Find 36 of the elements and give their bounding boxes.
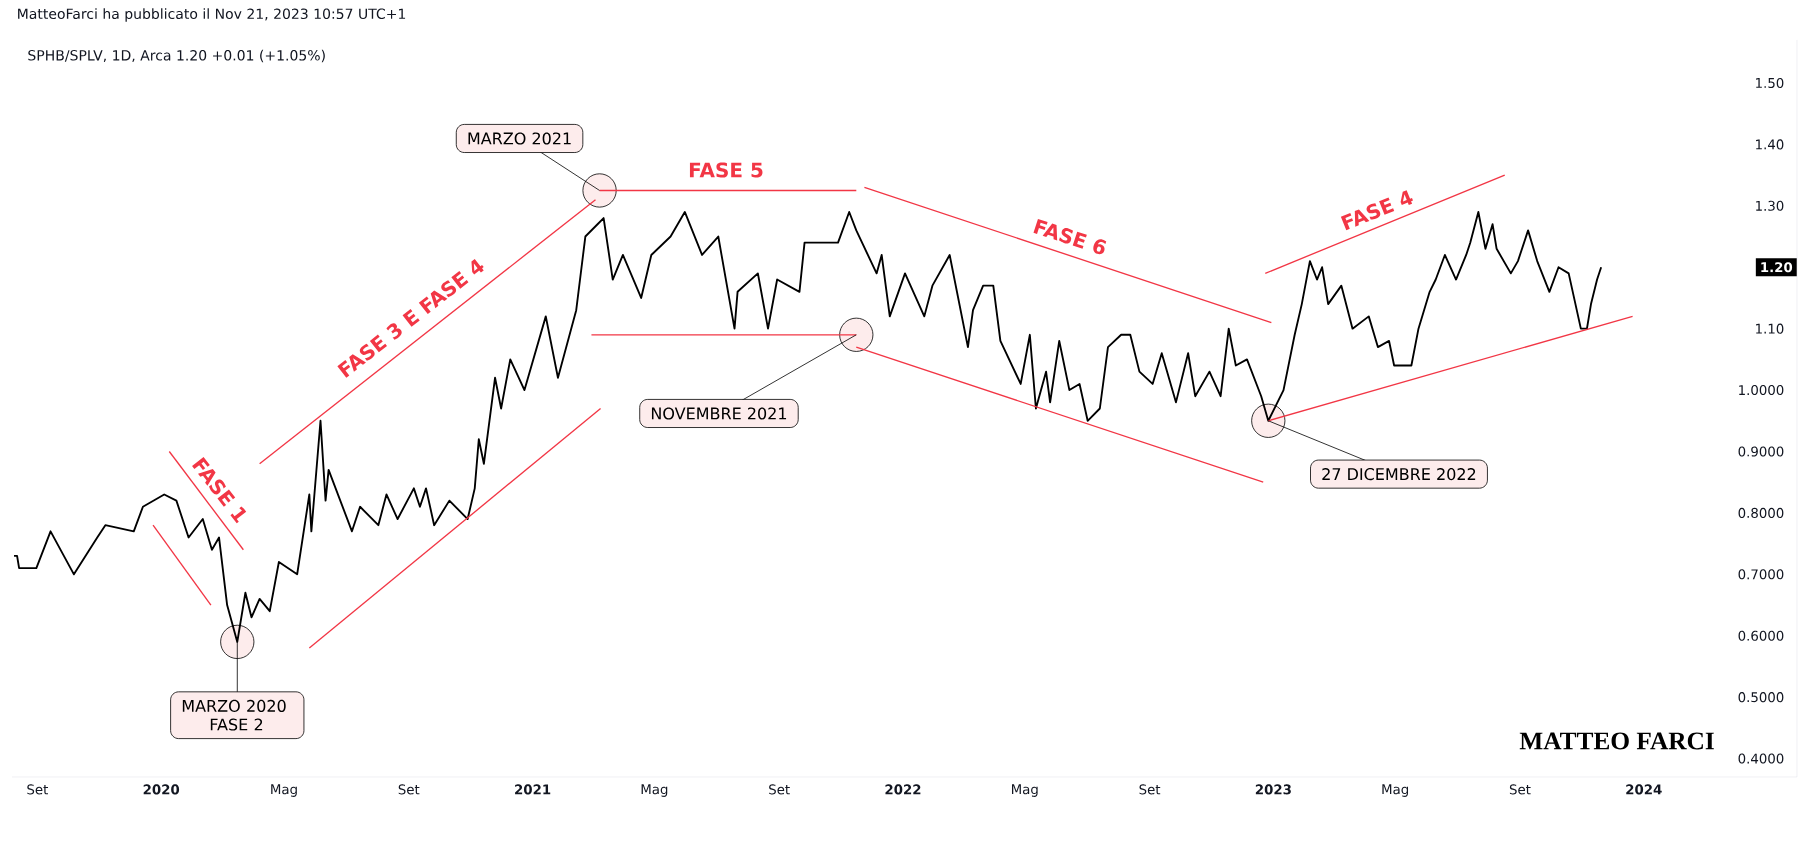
y-tick-label: 1.10 [1756, 323, 1784, 334]
x-tick-label: Set [27, 784, 48, 795]
y-tick-label: 1.30 [1756, 200, 1784, 211]
x-tick-label: Mag [1012, 784, 1038, 797]
x-tick-label: 2020 [143, 784, 180, 795]
y-tick-label: 0.4000 [1738, 753, 1784, 764]
y-tick-label: 1.40 [1756, 139, 1784, 150]
annotation: MATTEO FARCI [1519, 732, 1714, 750]
x-tick-label: Mag [641, 784, 668, 797]
x-tick-label: Mag [1382, 784, 1409, 797]
annotation: 1.20 [1761, 262, 1793, 273]
annotation: FASE 4 [1340, 190, 1413, 231]
x-tick-label: 2024 [1626, 784, 1662, 795]
x-tick-label: Set [398, 784, 420, 795]
annotation: FASE 5 [689, 162, 763, 178]
chart-title: MatteoFarci ha pubblicato il Nov 21, 2023 10:57 UTC+1 [18, 8, 406, 22]
y-tick-label: 0.5000 [1738, 692, 1784, 703]
x-tick-label: 2021 [515, 784, 551, 795]
y-tick-label: 1.0000 [1739, 385, 1784, 396]
annotation: MARZO 2020 FASE 2 [182, 699, 286, 731]
annotation: MARZO 2021 [468, 132, 571, 145]
y-tick-label: 1.50 [1756, 77, 1784, 89]
annotation: NOVEMBRE 2021 [651, 407, 787, 420]
x-tick-label: Set [769, 784, 790, 795]
y-tick-label: 0.8000 [1738, 507, 1784, 518]
x-tick-label: 2023 [1255, 784, 1291, 795]
text: SPHB/SPLV, 1D, Arca 1.20 +0.01 (+1.05%) [28, 49, 325, 63]
x-tick-label: Set [1139, 784, 1161, 795]
y-tick-label: 0.6000 [1738, 630, 1784, 641]
x-tick-label: Set [1509, 784, 1531, 795]
annotation: 27 DICEMBRE 2022 [1322, 468, 1476, 481]
annotation: FASE 6 [1033, 218, 1107, 255]
x-tick-label: 2022 [885, 784, 921, 795]
x-tick-label: Mag [271, 784, 297, 797]
y-tick-label: 0.9000 [1738, 446, 1784, 457]
y-tick-label: 0.7000 [1738, 569, 1784, 580]
